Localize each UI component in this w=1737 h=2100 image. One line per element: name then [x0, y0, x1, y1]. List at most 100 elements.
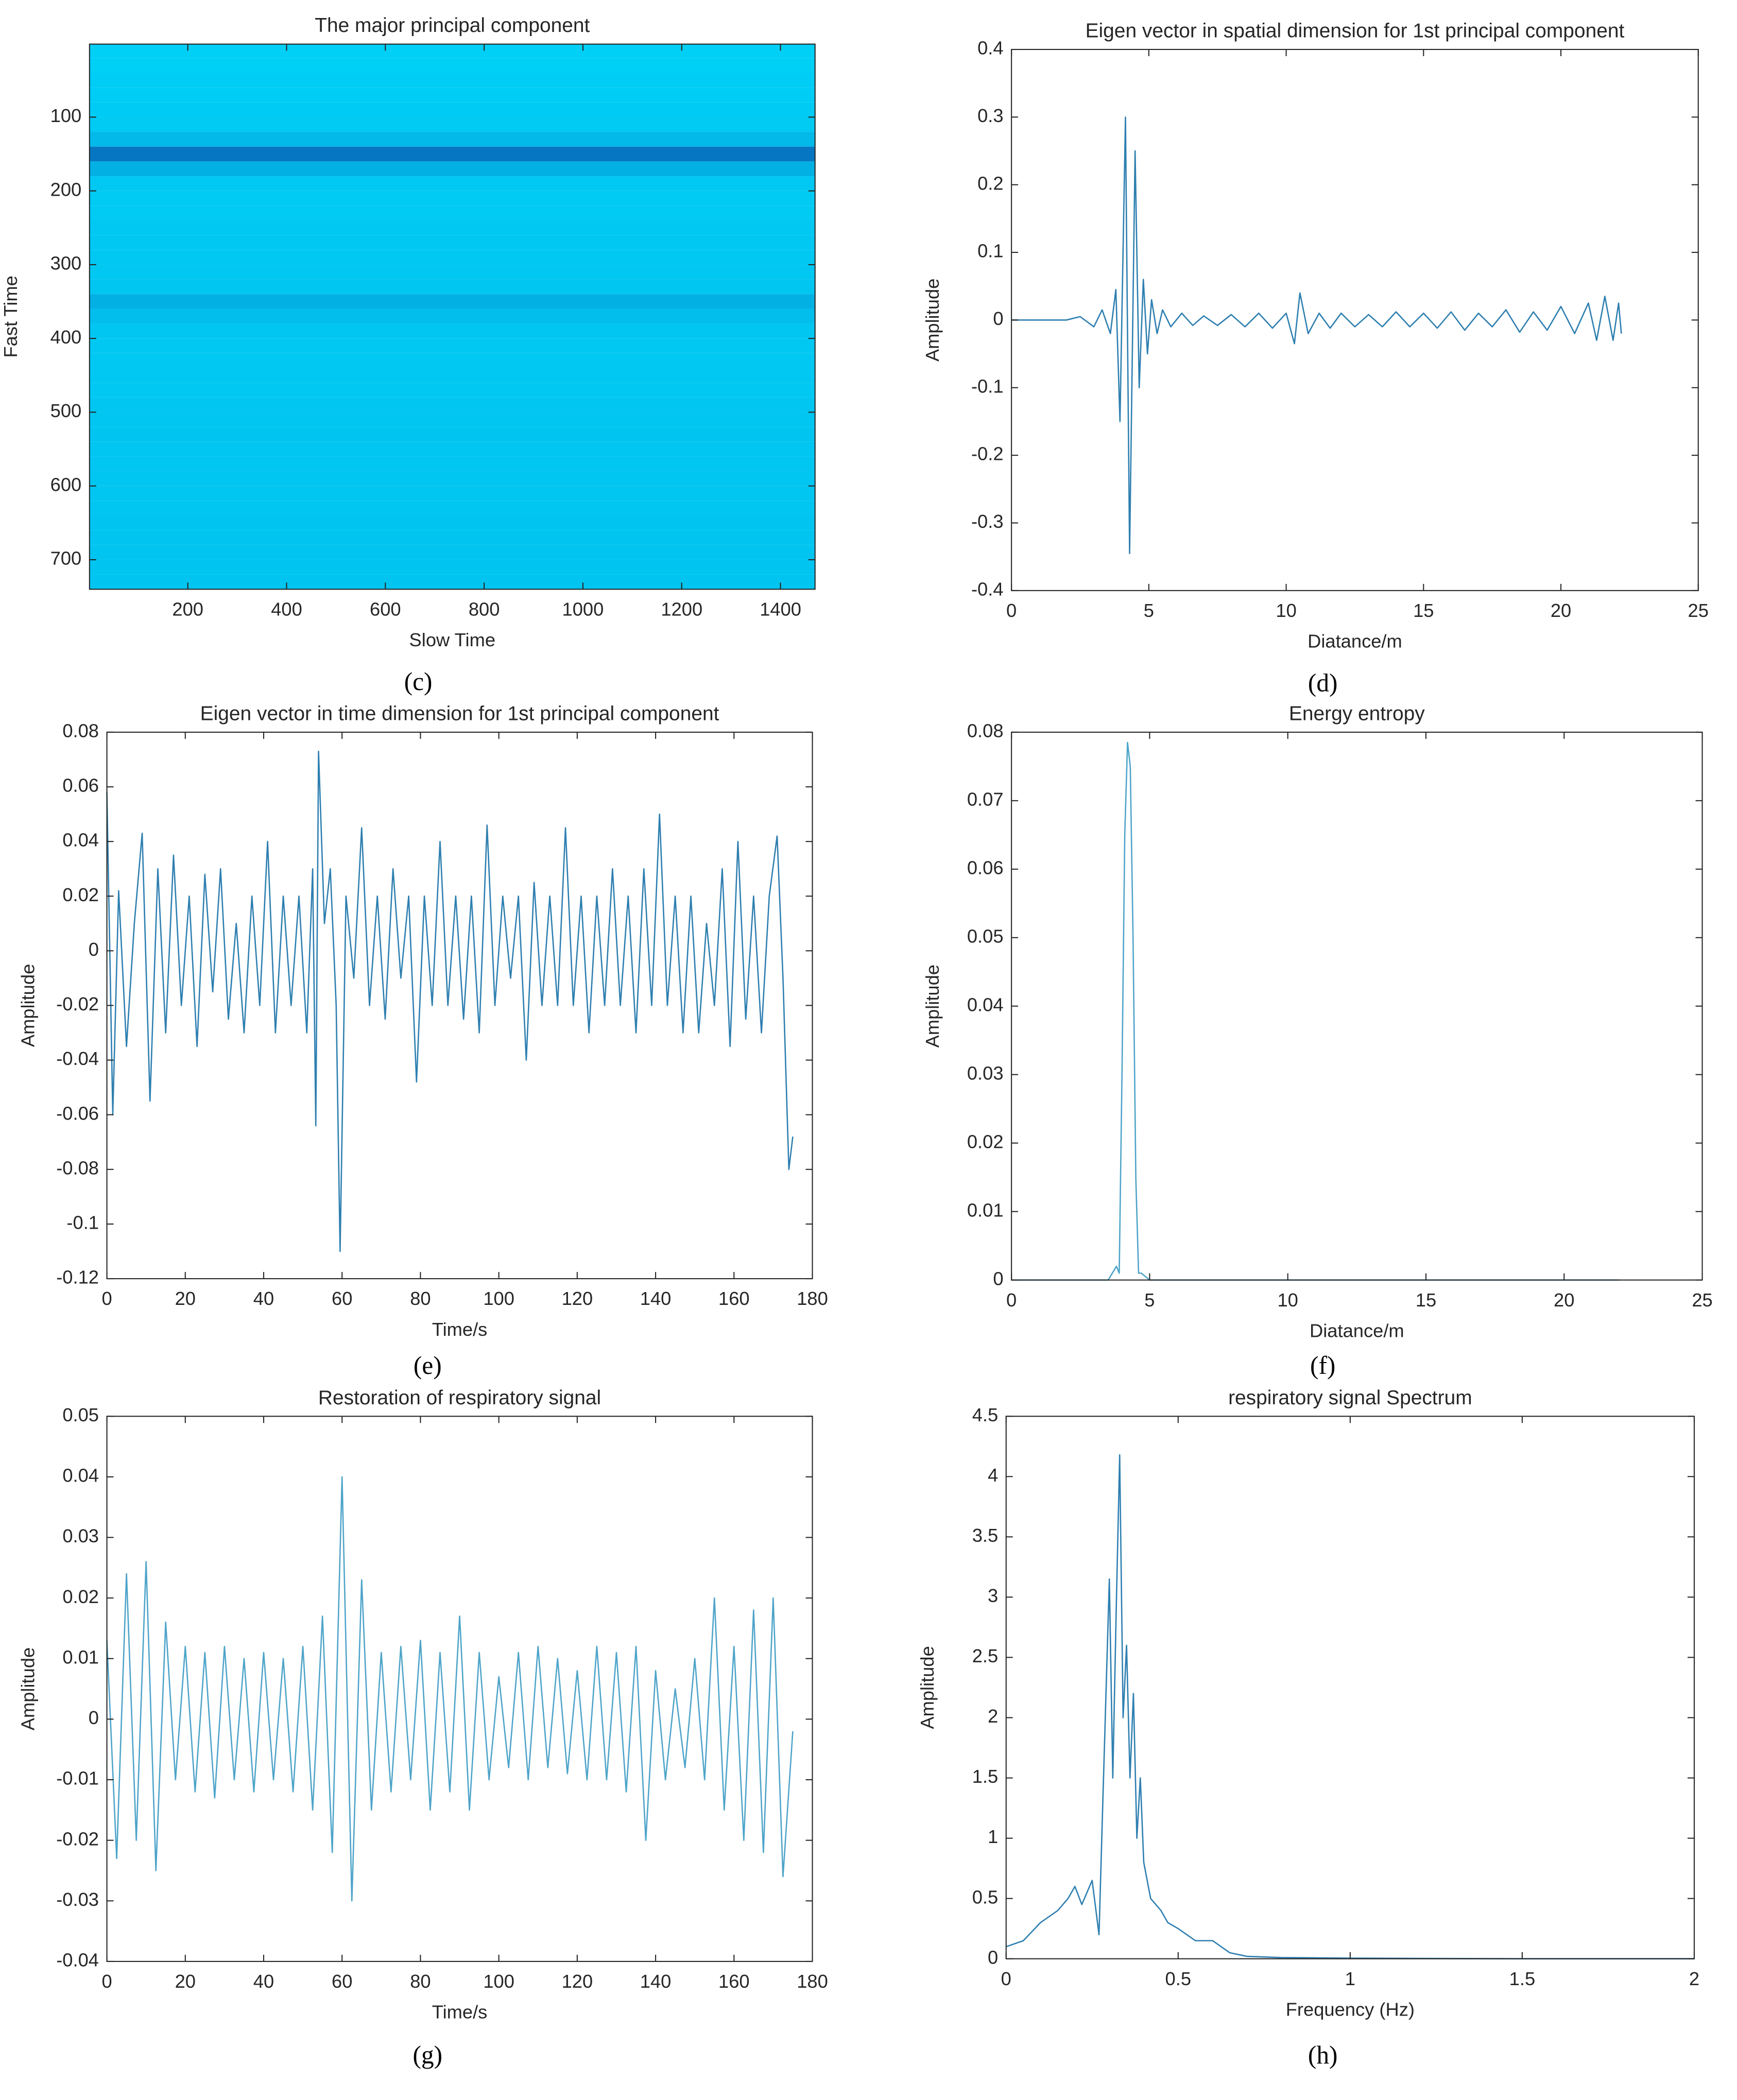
y-tick-label: 100: [50, 105, 82, 126]
heatmap-row: [89, 102, 815, 117]
heatmap-row: [89, 383, 815, 398]
x-tick-label: 80: [410, 1288, 431, 1309]
y-tick-label: 0.04: [62, 1465, 99, 1486]
heatmap-row: [89, 44, 815, 58]
y-tick-label: -0.04: [56, 1048, 99, 1069]
y-tick-label: 4: [988, 1465, 998, 1486]
data-line: [1006, 1454, 1694, 1960]
x-tick-label: 15: [1413, 600, 1434, 621]
heatmap-row: [89, 397, 815, 412]
x-axis-label: Diatance/m: [1310, 1320, 1404, 1341]
y-tick-label: 0.05: [967, 925, 1004, 946]
y-tick-label: -0.01: [56, 1768, 99, 1789]
heatmap-row: [89, 471, 815, 486]
y-tick-label: 600: [50, 474, 82, 495]
heatmap-row: [89, 250, 815, 265]
heatmap-row: [89, 88, 815, 102]
x-tick-label: 60: [332, 1288, 352, 1309]
heatmap-row: [89, 235, 815, 250]
x-tick-label: 140: [640, 1288, 672, 1309]
x-tick-label: 160: [718, 1288, 750, 1309]
y-tick-label: -0.1: [66, 1212, 99, 1233]
x-tick-label: 1.5: [1509, 1968, 1535, 1989]
y-axis-label: Amplitude: [18, 964, 39, 1047]
x-axis-label: Slow Time: [409, 629, 495, 650]
x-tick-label: 5: [1144, 600, 1154, 621]
y-tick-label: 0.05: [62, 1404, 99, 1425]
panel-caption: (c): [404, 667, 433, 696]
heatmap-row: [89, 191, 815, 206]
y-tick-label: 4.5: [972, 1404, 998, 1425]
heatmap-row: [89, 368, 815, 383]
y-tick-label: -0.1: [971, 375, 1004, 397]
y-tick-label: 700: [50, 548, 82, 569]
chart-title: Eigen vector in spatial dimension for 1s…: [1086, 20, 1625, 42]
y-tick-label: 0.04: [967, 994, 1004, 1015]
x-tick-label: 400: [271, 598, 302, 619]
heatmap-row: [89, 176, 815, 191]
y-tick-label: 0.04: [62, 830, 99, 851]
y-tick-label: 0.07: [967, 788, 1004, 810]
heatmap-row: [89, 559, 815, 575]
x-tick-label: 200: [172, 598, 203, 619]
x-tick-label: 180: [797, 1288, 828, 1309]
heatmap-row: [89, 353, 815, 368]
y-axis-label: Amplitude: [922, 279, 943, 362]
y-tick-label: 0.03: [62, 1525, 99, 1546]
panel-caption: (e): [414, 1351, 442, 1380]
heatmap-row: [89, 264, 815, 280]
x-tick-label: 1200: [661, 598, 702, 619]
x-tick-label: 2: [1689, 1968, 1699, 1989]
y-axis-label: Amplitude: [917, 1646, 938, 1729]
heatmap-row: [89, 132, 815, 147]
y-tick-label: 0.06: [62, 775, 99, 796]
heatmap-row: [89, 574, 815, 590]
axes-box: [106, 1416, 813, 1962]
x-tick-label: 0: [1001, 1968, 1011, 1989]
y-tick-label: 0.2: [977, 173, 1003, 194]
y-tick-label: 3.5: [972, 1525, 998, 1546]
heatmap-row: [89, 530, 815, 545]
x-tick-label: 40: [253, 1971, 274, 1992]
y-tick-label: 0: [89, 939, 99, 960]
y-tick-label: 1: [988, 1826, 998, 1847]
axes-box: [106, 731, 813, 1280]
y-tick-label: 0.02: [62, 884, 99, 905]
x-tick-label: 0.5: [1165, 1968, 1191, 1989]
y-tick-label: 500: [50, 400, 82, 421]
y-tick-label: 3: [988, 1585, 998, 1606]
panel-caption: (d): [1308, 668, 1337, 697]
heatmap-row: [89, 73, 815, 88]
x-tick-label: 0: [101, 1971, 112, 1992]
y-tick-label: 0.08: [62, 720, 99, 741]
y-tick-label: 400: [50, 326, 82, 348]
y-tick-label: -0.03: [56, 1889, 99, 1910]
heatmap-row: [89, 146, 815, 162]
x-tick-label: 600: [370, 598, 401, 619]
heatmap-row: [89, 279, 815, 295]
y-tick-label: -0.06: [56, 1103, 99, 1124]
x-tick-label: 100: [483, 1288, 514, 1309]
y-tick-label: 0.02: [967, 1131, 1004, 1152]
chart-title: Energy entropy: [1289, 702, 1425, 725]
x-tick-label: 0: [101, 1288, 112, 1309]
y-tick-label: 0: [988, 1947, 998, 1968]
x-tick-label: 1400: [760, 598, 801, 619]
y-tick-label: 0.4: [977, 38, 1003, 59]
x-axis-label: Time/s: [432, 1319, 488, 1340]
y-tick-label: -0.08: [56, 1157, 99, 1178]
panel-caption: (f): [1310, 1351, 1335, 1380]
axes-box: [1005, 1416, 1695, 1959]
x-tick-label: 180: [797, 1971, 828, 1992]
heatmap-row: [89, 515, 815, 530]
heatmap-row: [89, 161, 815, 177]
heatmap-row: [89, 501, 815, 515]
x-tick-label: 0: [1006, 1289, 1017, 1311]
heatmap-row: [89, 205, 815, 221]
y-tick-label: -0.3: [971, 511, 1004, 532]
x-tick-label: 120: [562, 1971, 593, 1992]
x-tick-label: 160: [718, 1971, 750, 1992]
y-tick-label: 0.1: [977, 240, 1003, 262]
